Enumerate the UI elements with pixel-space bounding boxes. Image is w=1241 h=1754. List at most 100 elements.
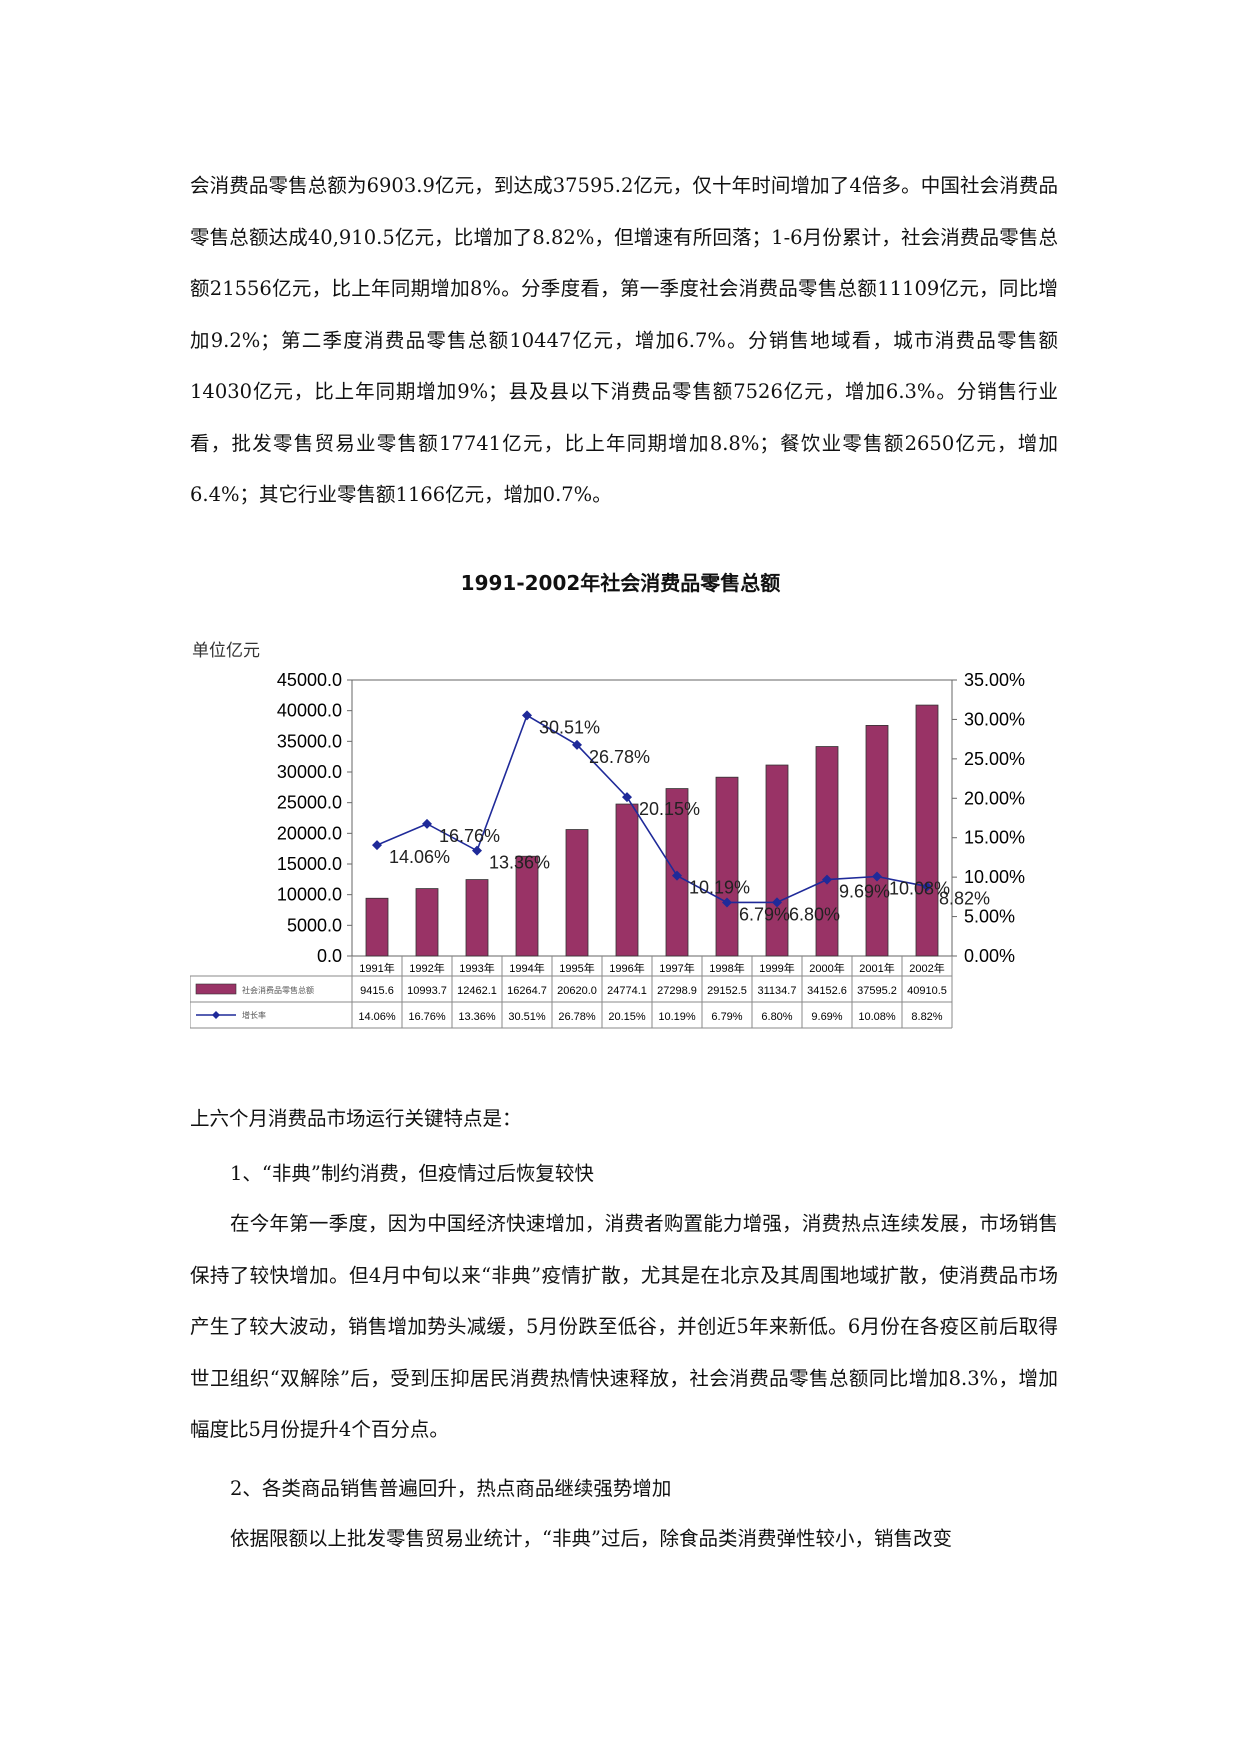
growth-data-label: 26.78%: [589, 747, 650, 767]
growth-marker: [772, 897, 782, 908]
growth-data-label: 6.80%: [789, 904, 840, 924]
growth-marker: [672, 870, 682, 881]
legend-label-line: 增长率: [242, 1010, 266, 1020]
bar: [915, 704, 939, 957]
table-category-label: 1997年: [659, 961, 694, 975]
left-axis-tick-label: 0.0: [317, 946, 342, 966]
right-axis-tick-label: 5.00%: [964, 907, 1015, 927]
left-axis-tick-label: 5000.0: [287, 915, 342, 935]
point1-body: 在今年第一季度，因为中国经济快速增加，消费者购置能力增强，消费热点连续发展，市场…: [190, 1212, 1058, 1441]
bar: [615, 803, 639, 957]
legend-key-bar: [195, 983, 237, 995]
left-axis-tick-label: 20000.0: [277, 823, 342, 843]
legend-key-marker: [212, 1011, 220, 1019]
bar: [415, 888, 439, 957]
growth-data-label: 14.06%: [389, 847, 450, 867]
table-bar-value: 40910.5: [907, 985, 947, 997]
bar: [715, 776, 739, 957]
left-axis-tick-label: 30000.0: [277, 762, 342, 782]
growth-marker: [722, 897, 732, 908]
table-bar-value: 24774.1: [607, 985, 647, 997]
table-bar-value: 27298.9: [657, 985, 697, 997]
growth-data-label: 8.82%: [939, 888, 990, 908]
growth-marker: [572, 739, 582, 750]
bar: [465, 879, 489, 957]
growth-marker: [522, 710, 532, 721]
growth-marker: [472, 845, 482, 856]
table-growth-value: 6.80%: [761, 1011, 792, 1023]
left-axis-tick-label: 35000.0: [277, 731, 342, 751]
table-category-label: 1995年: [559, 961, 594, 975]
table-category-label: 1994年: [509, 961, 544, 975]
table-bar-value: 29152.5: [707, 985, 747, 997]
table-growth-value: 10.08%: [858, 1011, 896, 1023]
bar: [815, 746, 839, 957]
bar: [515, 855, 539, 957]
table-growth-value: 13.36%: [458, 1011, 496, 1023]
table-category-label: 2000年: [809, 961, 844, 975]
growth-data-label: 20.15%: [639, 799, 700, 819]
right-axis-tick-label: 10.00%: [964, 867, 1025, 887]
growth-marker: [622, 792, 632, 803]
growth-marker: [872, 871, 882, 882]
chart-container: 单位亿元 0.0 5000.0 10000.0 15000.0 20000.0 25000.…: [189, 630, 1070, 1060]
growth-marker: [372, 840, 382, 851]
table-growth-value: 6.79%: [711, 1011, 742, 1023]
table-bar-value: 9415.6: [360, 985, 394, 997]
growth-data-label: 6.79%: [739, 904, 790, 924]
left-axis-tick-label: 40000.0: [277, 701, 342, 721]
table-bar-value: 12462.1: [457, 985, 497, 997]
right-axis-tick-label: 0.00%: [964, 946, 1015, 966]
table-growth-value: 16.76%: [408, 1011, 446, 1023]
table-growth-value: 10.19%: [658, 1011, 696, 1023]
growth-data-label: 16.76%: [439, 826, 500, 846]
table-growth-value: 20.15%: [608, 1011, 646, 1023]
table-category-label: 2002年: [909, 961, 944, 975]
right-axis-tick-label: 15.00%: [964, 828, 1025, 848]
growth-data-label: 13.36%: [489, 853, 550, 873]
table-category-label: 1996年: [609, 961, 644, 975]
table-bar-value: 37595.2: [857, 985, 897, 997]
table-bar-value: 20620.0: [557, 985, 597, 997]
bar: [565, 829, 589, 957]
growth-data-label: 10.08%: [889, 879, 950, 899]
table-bar-value: 34152.6: [807, 985, 847, 997]
table-category-label: 1991年: [359, 961, 394, 975]
table-bar-value: 10993.7: [407, 985, 447, 997]
table-bar-value: 16264.7: [507, 985, 547, 997]
right-axis-tick-label: 35.00%: [964, 670, 1025, 690]
right-axis-tick-label: 25.00%: [964, 749, 1025, 769]
bar: [765, 764, 789, 957]
growth-data-label: 9.69%: [839, 882, 890, 902]
growth-data-label: 30.51%: [539, 717, 600, 737]
table-growth-value: 9.69%: [811, 1011, 842, 1023]
growth-marker: [422, 818, 432, 829]
point2-heading: 2、各类商品销售普遍回升，热点商品继续强势增加: [230, 1477, 672, 1500]
legend-label-bar: 社会消费品零售总额: [242, 985, 314, 995]
point1-heading: 1、“非典”制约消费，但疫情过后恢复较快: [230, 1162, 594, 1185]
table-category-label: 1993年: [459, 961, 494, 975]
table-growth-value: 14.06%: [358, 1011, 396, 1023]
table-bar-value: 31134.7: [758, 985, 797, 997]
left-axis-tick-label: 25000.0: [277, 793, 342, 813]
table-growth-value: 30.51%: [508, 1011, 546, 1023]
bar: [365, 897, 389, 957]
left-axis-tick-label: 45000.0: [277, 670, 342, 690]
chart-title: 1991-2002年社会消费品零售总额: [460, 571, 781, 595]
left-axis-tick-label: 15000.0: [277, 854, 342, 874]
table-category-label: 2001年: [859, 961, 894, 975]
table-category-label: 1998年: [709, 961, 744, 975]
growth-marker: [822, 874, 832, 885]
table-growth-value: 26.78%: [558, 1011, 596, 1023]
table-category-label: 1992年: [409, 961, 444, 975]
growth-data-label: 10.19%: [689, 878, 750, 898]
market-intro: 上六个月消费品市场运行关键特点是：: [190, 1107, 522, 1130]
bar: [865, 725, 889, 957]
right-axis-tick-label: 30.00%: [964, 709, 1025, 729]
unit-label: 单位亿元: [192, 641, 260, 660]
growth-line: [376, 714, 928, 904]
table-growth-value: 8.82%: [911, 1011, 942, 1023]
left-axis-tick-label: 10000.0: [277, 885, 342, 905]
right-axis-tick-label: 20.00%: [964, 788, 1025, 808]
point2-body: 依据限额以上批发零售贸易业统计，“非典”过后，除食品类消费弹性较小，销售改变: [230, 1527, 952, 1550]
